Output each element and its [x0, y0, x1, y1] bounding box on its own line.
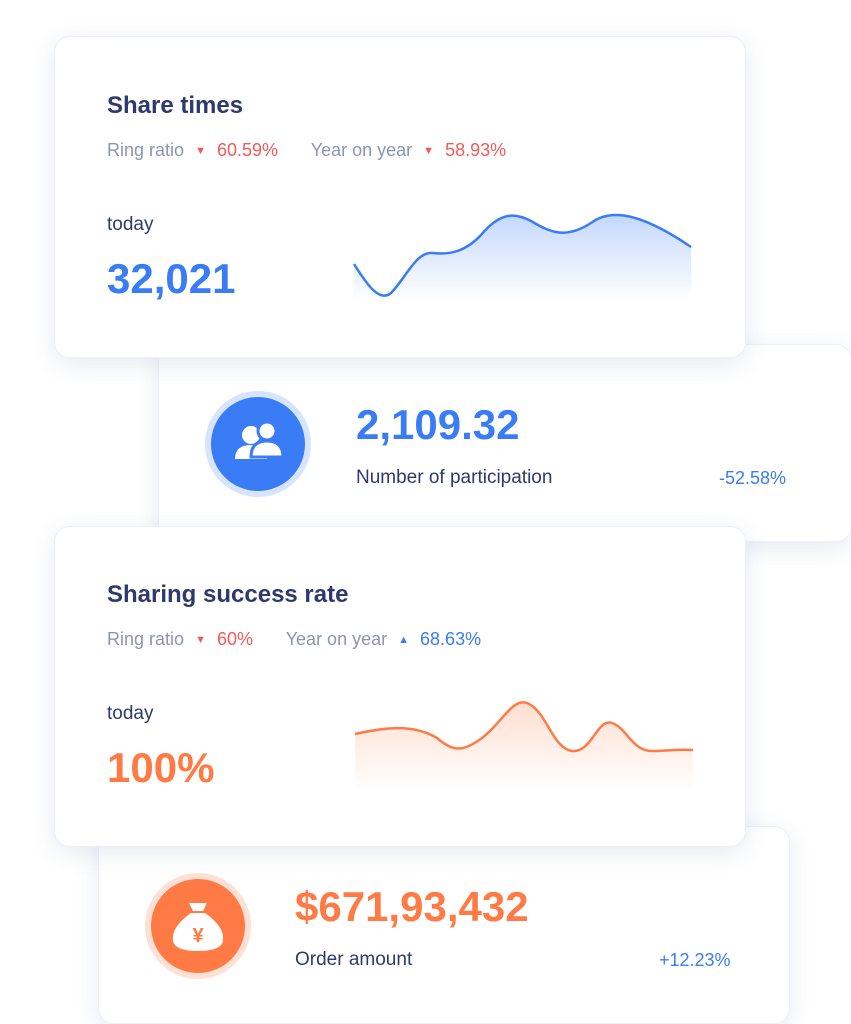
today-value: 100%	[107, 744, 215, 791]
today-label: today	[107, 703, 154, 724]
stats-row: Ring ratio ▼ 60.59% Year on year ▼ 58.93…	[107, 140, 512, 161]
ring-ratio-value: 60.59%	[216, 140, 279, 160]
yoy-value: 68.63%	[420, 629, 482, 649]
share-times-sparkline	[352, 213, 692, 301]
order-value: $671,93,432	[295, 883, 529, 930]
ring-ratio-value: 60%	[216, 629, 253, 649]
participation-change: -52.58%	[719, 468, 787, 488]
order-card: ¥ $671,93,432 Order amount +12.23%	[98, 826, 790, 1024]
yoy-label: Year on year	[285, 629, 388, 649]
stats-row: Ring ratio ▼ 60% Year on year ▲ 68.63%	[107, 629, 487, 650]
down-arrow-icon: ▼	[423, 145, 435, 157]
yoy-value: 58.93%	[445, 140, 507, 160]
card-title: Sharing success rate	[107, 581, 349, 608]
today-label: today	[107, 214, 154, 235]
participation-value: 2,109.32	[356, 401, 520, 448]
ring-ratio-label: Ring ratio	[107, 629, 185, 649]
up-arrow-icon: ▲	[398, 634, 410, 646]
money-bag-yen-icon: ¥	[151, 879, 245, 973]
participation-label: Number of participation	[356, 467, 553, 488]
yoy-label: Year on year	[310, 140, 413, 160]
svg-text:¥: ¥	[192, 925, 204, 947]
ring-ratio-label: Ring ratio	[107, 140, 185, 160]
down-arrow-icon: ▼	[195, 634, 206, 646]
success-rate-card: Sharing success rate Ring ratio ▼ 60% Ye…	[54, 526, 746, 847]
order-label: Order amount	[295, 949, 413, 970]
order-change: +12.23%	[659, 950, 731, 970]
sparkline-line	[352, 213, 692, 297]
down-arrow-icon: ▼	[195, 145, 206, 157]
sparkline-line	[354, 701, 694, 753]
participation-card: 2,109.32 Number of participation -52.58%	[158, 344, 851, 542]
card-title: Share times	[107, 92, 244, 119]
today-value: 32,021	[107, 255, 236, 302]
users-icon	[211, 397, 305, 491]
share-times-card: Share times Ring ratio ▼ 60.59% Year on …	[54, 36, 746, 358]
success-rate-sparkline	[354, 701, 694, 791]
